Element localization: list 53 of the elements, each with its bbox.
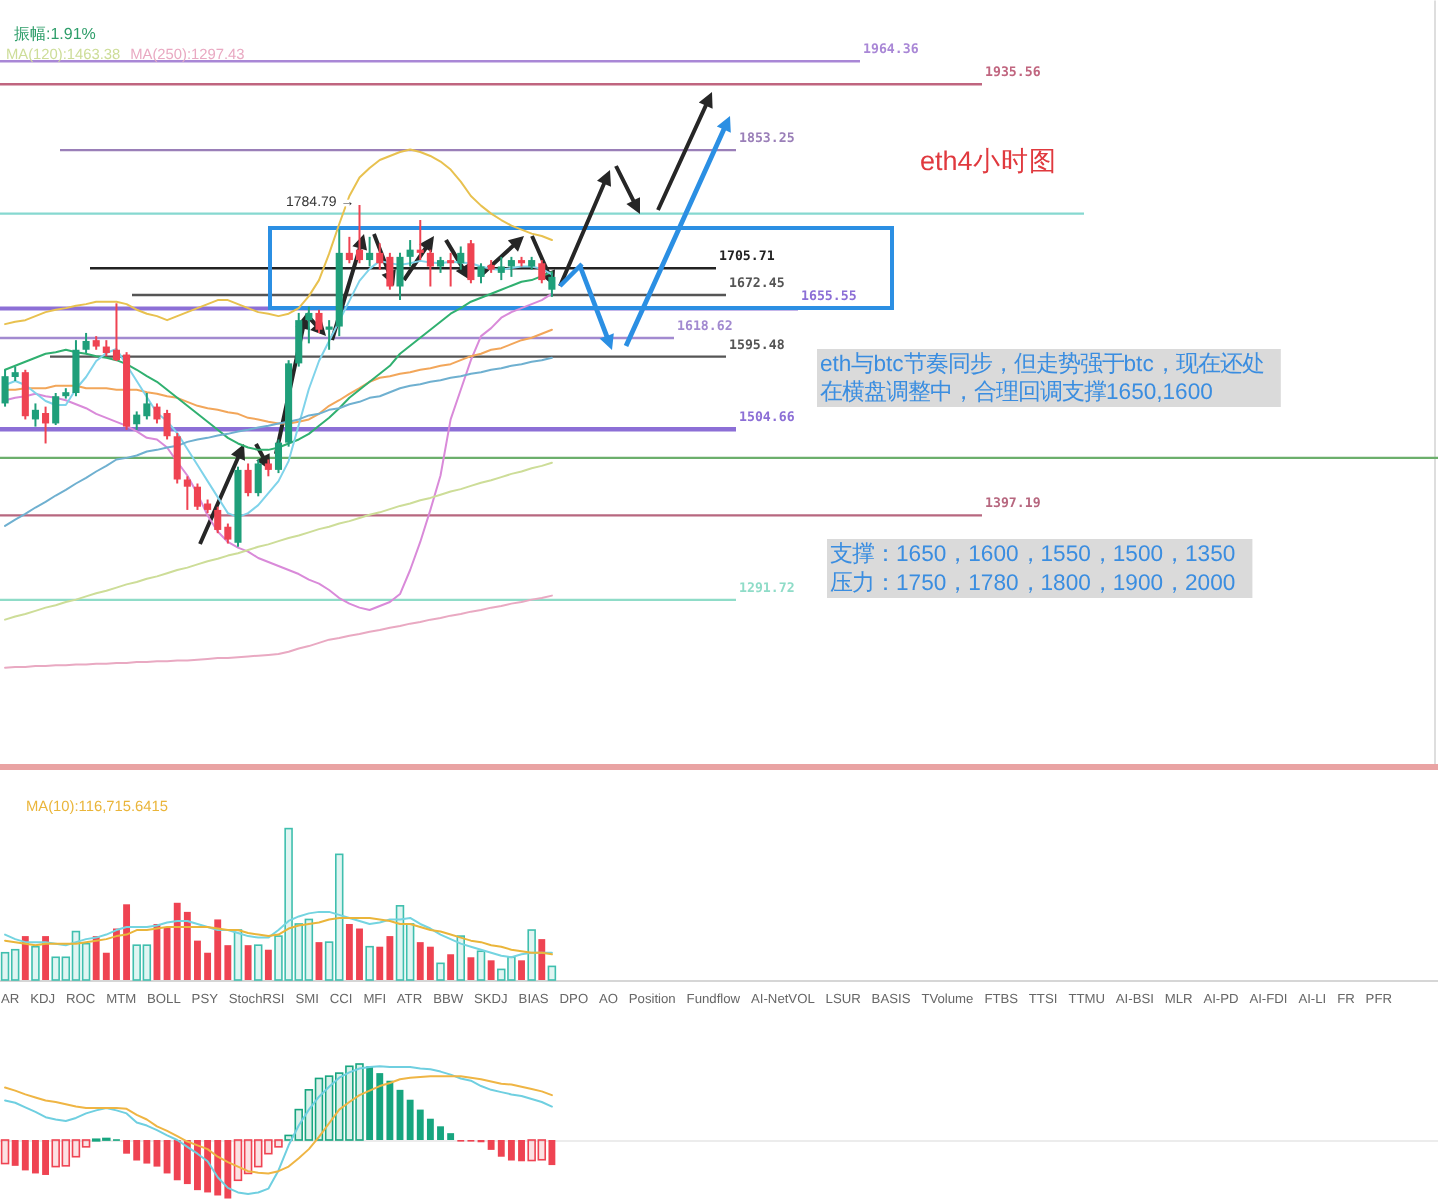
bar [335, 853, 344, 981]
bar [324, 941, 334, 981]
bar [538, 939, 546, 980]
bar [42, 936, 49, 980]
bar [274, 1139, 283, 1148]
bar [467, 957, 475, 980]
bar [264, 1139, 273, 1155]
bar [537, 1139, 547, 1161]
bar [10, 948, 20, 981]
bar [244, 945, 252, 980]
annotation: 压力：1750，1780，1800，1900，2000 [830, 570, 1236, 596]
bar [304, 918, 314, 981]
bar [132, 944, 141, 981]
bar [284, 827, 293, 981]
bar [355, 1063, 364, 1141]
bar [253, 944, 263, 981]
annotation: eth与btc节奏同步，但走势强于btc，现在还处 [820, 351, 1264, 377]
bar [81, 1139, 91, 1148]
bar [345, 1065, 354, 1141]
bar [264, 949, 272, 980]
bar [527, 1139, 536, 1162]
bar [294, 923, 303, 981]
bar [395, 905, 405, 981]
bar [518, 960, 525, 980]
bar [21, 936, 29, 980]
text: eth4小时图 [920, 146, 1057, 176]
bar [476, 950, 486, 981]
bar [507, 956, 516, 981]
bar [547, 965, 557, 981]
bar [497, 968, 506, 981]
bar [253, 1139, 263, 1168]
annotation: 在横盘调整中，合理回调支撑1650,1600 [820, 379, 1213, 405]
bar [31, 945, 40, 981]
bar [81, 942, 91, 981]
bar [548, 1140, 556, 1166]
bar [487, 960, 495, 980]
bar [405, 923, 415, 981]
bar [365, 945, 374, 981]
annotation: 振幅:1.91% [14, 25, 96, 43]
bar [71, 1139, 81, 1158]
bar [274, 935, 283, 981]
bar [142, 944, 152, 981]
bar [61, 956, 71, 981]
bar [436, 962, 445, 981]
bar [61, 1139, 71, 1167]
bar [233, 1139, 243, 1182]
bar [447, 954, 455, 980]
bar [51, 1139, 60, 1168]
annotation: 支撑：1650，1600，1550，1500，1350 [830, 541, 1236, 567]
bar [0, 951, 10, 981]
bar [51, 956, 60, 981]
bar [527, 929, 536, 981]
bar [0, 1139, 10, 1165]
